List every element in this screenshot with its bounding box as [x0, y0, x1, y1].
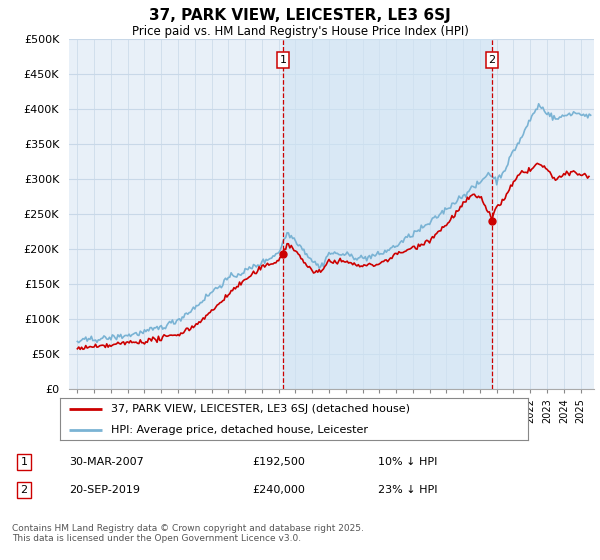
Bar	[283, 39, 492, 389]
Text: 2: 2	[488, 55, 496, 65]
Text: £192,500: £192,500	[252, 457, 305, 467]
Text: 1: 1	[280, 55, 286, 65]
Text: 37, PARK VIEW, LEICESTER, LE3 6SJ (detached house): 37, PARK VIEW, LEICESTER, LE3 6SJ (detac…	[112, 404, 410, 414]
Text: HPI: Average price, detached house, Leicester: HPI: Average price, detached house, Leic…	[112, 426, 368, 435]
Text: Contains HM Land Registry data © Crown copyright and database right 2025.
This d: Contains HM Land Registry data © Crown c…	[12, 524, 364, 543]
Text: 20-SEP-2019: 20-SEP-2019	[69, 485, 140, 495]
Text: 23% ↓ HPI: 23% ↓ HPI	[378, 485, 437, 495]
Text: 37, PARK VIEW, LEICESTER, LE3 6SJ: 37, PARK VIEW, LEICESTER, LE3 6SJ	[149, 8, 451, 24]
Text: 2: 2	[20, 485, 28, 495]
Text: 10% ↓ HPI: 10% ↓ HPI	[378, 457, 437, 467]
Text: 30-MAR-2007: 30-MAR-2007	[69, 457, 144, 467]
Text: 1: 1	[20, 457, 28, 467]
Text: £240,000: £240,000	[252, 485, 305, 495]
Text: Price paid vs. HM Land Registry's House Price Index (HPI): Price paid vs. HM Land Registry's House …	[131, 25, 469, 38]
